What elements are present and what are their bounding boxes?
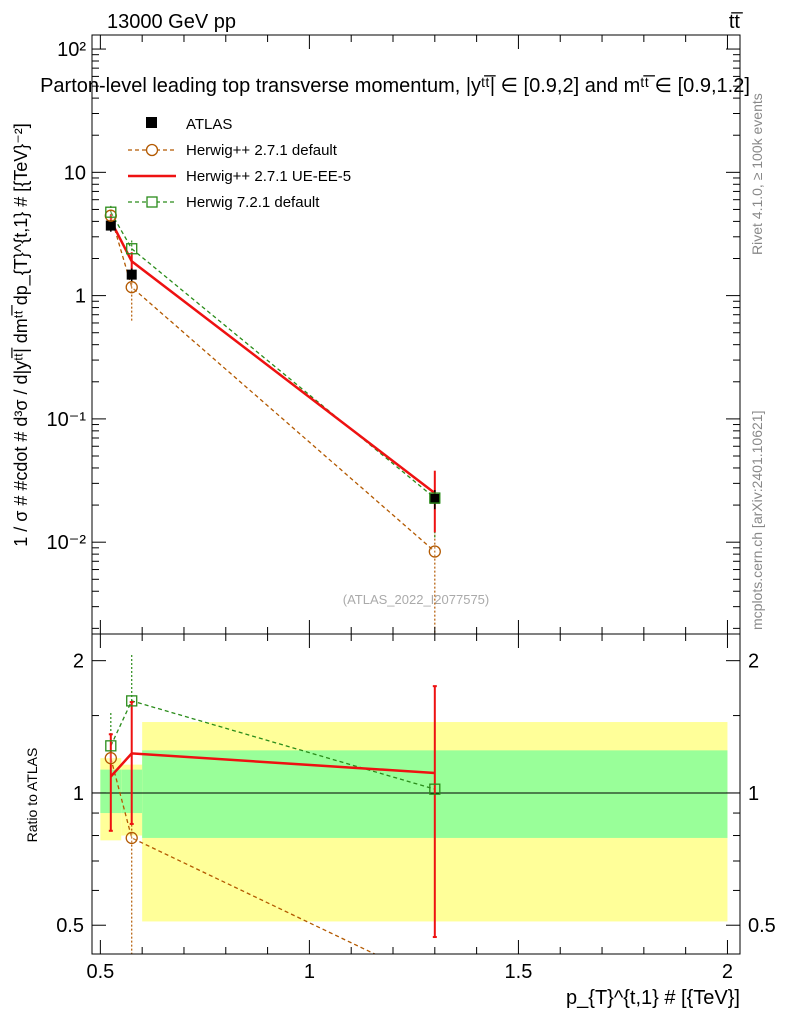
ratio-tick-label-right-2: 2: [748, 651, 759, 673]
energy-label: 13000 GeV pp: [107, 11, 236, 33]
legend-h271-default-label: Herwig++ 2.7.1 default: [186, 142, 338, 159]
h271-default-ratio-point-1: [125, 831, 138, 845]
h271-default-line: [110, 215, 436, 553]
legend-atlas-label: ATLAS: [186, 116, 232, 133]
h721-default-point-1: [126, 243, 138, 255]
atlas-point-0: [105, 220, 116, 231]
h721-default-ratio-point-1: [126, 695, 138, 707]
ratio-tick-label-left-1: 1: [73, 783, 84, 805]
h271-default-point-2: [428, 545, 441, 558]
h271-default-ratio-point-2: [429, 977, 440, 988]
ratio-tick-label-right-0: 0.5: [748, 915, 776, 937]
atlas-point-1: [126, 269, 137, 280]
h271-default-point-1: [125, 281, 138, 294]
h721-default-point-2: [429, 492, 441, 504]
h271-ueee5-ratio-line: [109, 752, 435, 778]
x-tick-label-3: 2: [722, 961, 733, 983]
mcplots-note: mcplots.cern.ch [arXiv:2401.10621]: [749, 411, 765, 630]
ratio-frame: [91, 633, 741, 955]
legend: ATLAS Herwig++ 2.7.1 default Herwig++ 2.…: [128, 116, 351, 211]
legend-h721-default-label: Herwig 7.2.1 default: [186, 194, 320, 211]
x-tick-label-1: 1: [304, 961, 315, 983]
legend-h721-default-marker: [146, 196, 158, 208]
plot-title: Parton-level leading top transverse mome…: [40, 74, 750, 97]
ratio-series-layer: [104, 655, 441, 988]
process-label: tt̅: [729, 11, 743, 33]
y-tick-label-main-1: 10⁻¹: [47, 409, 87, 431]
ratio-uncertainty-bands: [92, 722, 740, 922]
axis-ticks: 0.5 1 1.5 2 10⁻² 10⁻¹ 1 10 10² 0.5 0.5 1 1 2 2: [47, 35, 776, 983]
ratio-tick-label-right-1: 1: [748, 783, 759, 805]
analysis-watermark: (ATLAS_2022_I2077575): [343, 592, 489, 607]
y-axis-label-ratio: Ratio to ATLAS: [24, 748, 40, 843]
h271-default-point-0: [104, 209, 117, 222]
ratio-tick-label-left-0: 0.5: [56, 915, 84, 937]
x-tick-label-2: 1.5: [505, 961, 533, 983]
h271-default-ratio-point-0: [104, 752, 117, 765]
h721-default-ratio-point-2: [429, 783, 441, 795]
y-axis-label-main: 1 / σ # #cdot # d³σ / d|yᵗᵗ̅| dmᵗᵗ̅ dp_{…: [11, 123, 32, 547]
atlas-point-2: [429, 493, 440, 504]
x-tick-label-0: 0.5: [86, 961, 114, 983]
main-series-layer: [104, 205, 441, 634]
y-tick-label-main-0: 10⁻²: [47, 532, 87, 554]
rivet-version-note: Rivet 4.1.0, ≥ 100k events: [749, 93, 765, 255]
x-axis-label: p_{T}^{t,1} # [{TeV}]: [566, 987, 740, 1009]
h271-ueee5-line: [109, 220, 436, 495]
legend-h271-default-marker: [145, 143, 159, 157]
y-tick-label-main-2: 1: [75, 286, 86, 308]
h721-default-ratio-point-0: [105, 740, 117, 752]
y-tick-label-main-4: 10²: [57, 39, 86, 61]
ratio-tick-label-left-2: 2: [73, 651, 84, 673]
legend-atlas-marker: [146, 117, 157, 128]
y-tick-label-main-3: 10: [64, 162, 86, 184]
legend-h271-ueee5-label: Herwig++ 2.7.1 UE-EE-5: [186, 168, 351, 185]
h721-default-point-0: [105, 206, 117, 218]
